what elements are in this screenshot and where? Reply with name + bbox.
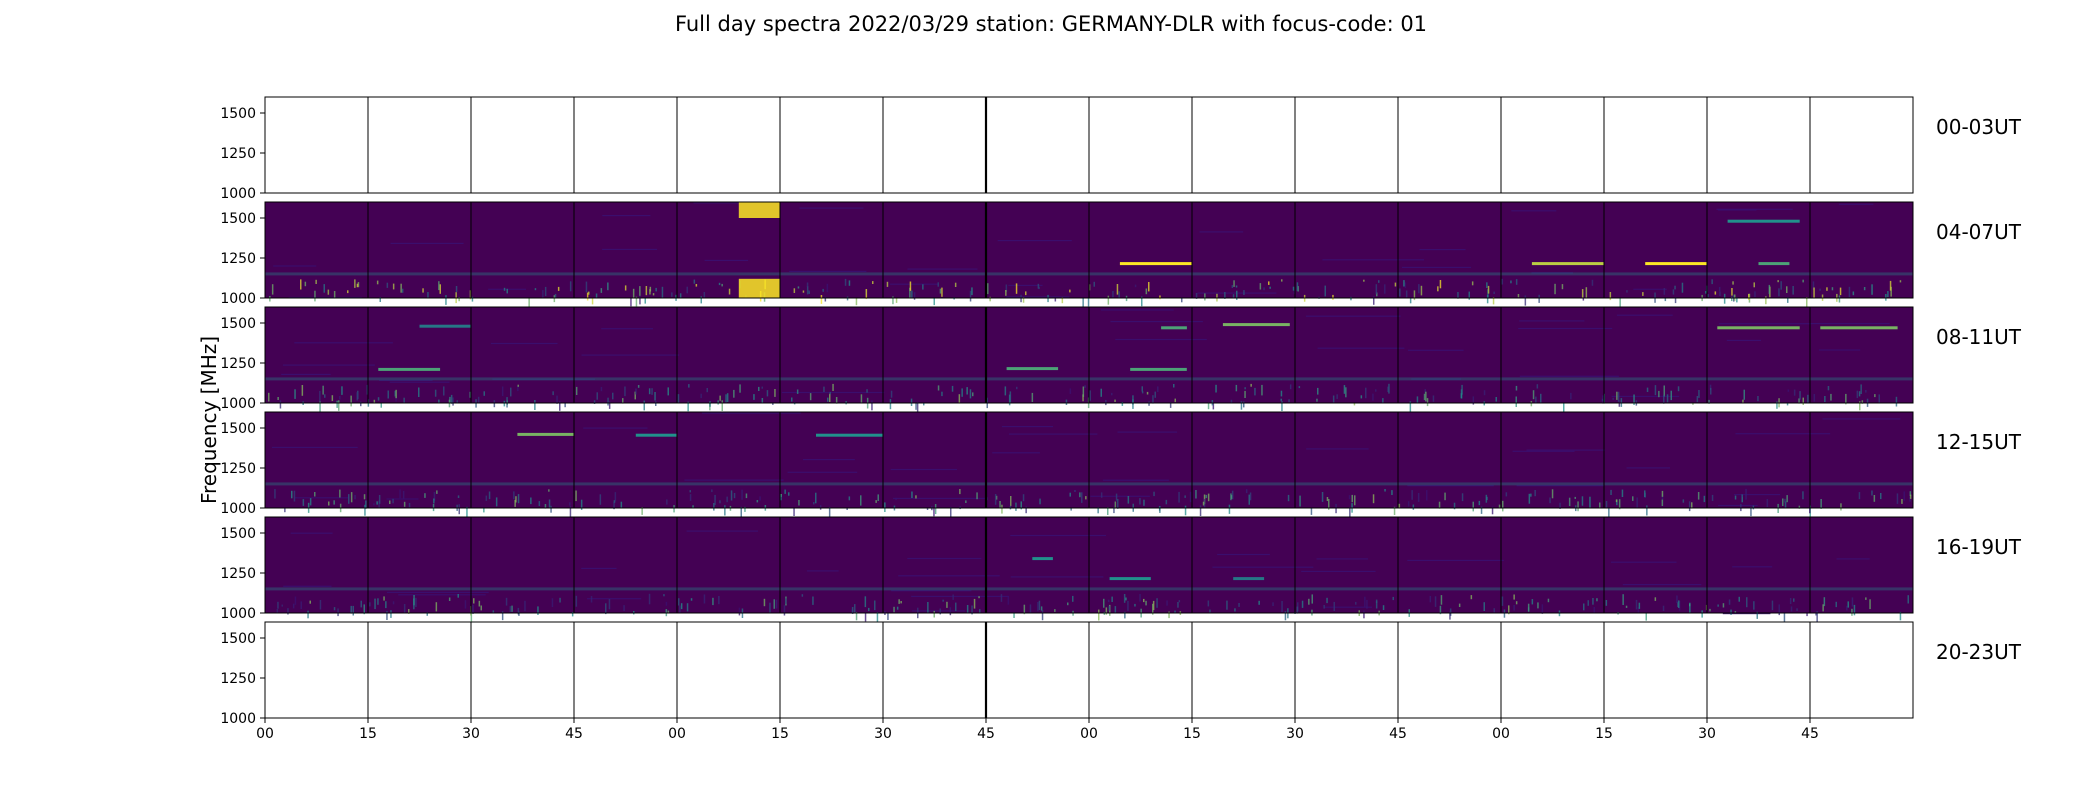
spectral-line-4-2 — [1233, 577, 1265, 581]
panel-frame — [264, 306, 1914, 404]
y-tick-label: 1250 — [220, 146, 256, 162]
row-label: 16-19UT — [1936, 535, 2022, 559]
x-tick-label: 45 — [1801, 726, 1819, 742]
chart-title: Full day spectra 2022/03/29 station: GER… — [675, 12, 1427, 36]
spectral-line-2-0 — [378, 367, 441, 371]
x-tick-label: 00 — [1080, 726, 1098, 742]
spectral-burst-1-1 — [738, 278, 780, 298]
spectral-line-2-1 — [419, 324, 471, 328]
y-tick-label: 1000 — [220, 186, 256, 202]
spectral-line-3-2 — [816, 433, 883, 437]
spectral-line-1-6 — [1758, 262, 1790, 266]
x-tick-label: 00 — [1492, 726, 1510, 742]
panel-00-03UT: 1000 1250 1500 00-03UT — [220, 96, 2022, 202]
y-tick-label: 1250 — [220, 251, 256, 267]
y-tick-label: 1500 — [220, 316, 256, 332]
y-tick-label: 1500 — [220, 211, 256, 227]
x-tick-label: 15 — [1183, 726, 1201, 742]
y-tick-label: 1500 — [220, 526, 256, 542]
spectral-line-2-7 — [1820, 326, 1898, 330]
y-tick-label: 1500 — [220, 106, 256, 122]
row-label: 08-11UT — [1936, 325, 2022, 349]
row-label: 04-07UT — [1936, 220, 2022, 244]
spectral-line-1-5 — [1727, 219, 1800, 223]
spectral-line-4-0 — [1032, 557, 1053, 561]
y-tick-label: 1250 — [220, 461, 256, 477]
y-tick-label: 1000 — [220, 291, 256, 307]
x-tick-label: 45 — [565, 726, 583, 742]
x-tick-label: 15 — [359, 726, 377, 742]
spectral-line-2-5 — [1222, 323, 1290, 327]
row-label: 20-23UT — [1936, 640, 2022, 664]
spectral-line-1-2 — [1119, 262, 1192, 266]
y-axis-label: Frequency [MHz] — [197, 336, 221, 504]
x-tick-label: 15 — [771, 726, 789, 742]
spectral-line-2-2 — [1006, 367, 1059, 371]
y-tick-label: 1000 — [220, 711, 256, 727]
x-tick-label: 15 — [1595, 726, 1613, 742]
x-tick-label: 30 — [1286, 726, 1304, 742]
x-tick-label: 30 — [874, 726, 892, 742]
x-tick-label: 30 — [1698, 726, 1716, 742]
spectral-line-4-1 — [1109, 577, 1151, 581]
x-tick-label: 45 — [977, 726, 995, 742]
y-tick-label: 1000 — [220, 606, 256, 622]
spectral-line-2-4 — [1161, 326, 1187, 330]
y-tick-label: 1250 — [220, 566, 256, 582]
panel-frame — [264, 411, 1914, 509]
spectral-line-2-3 — [1130, 367, 1187, 371]
spectral-line-1-3 — [1531, 262, 1604, 266]
y-tick-label: 1250 — [220, 356, 256, 372]
x-tick-label: 00 — [668, 726, 686, 742]
spectral-line-3-1 — [635, 433, 677, 437]
spectral-line-3-0 — [517, 432, 574, 436]
y-tick-label: 1500 — [220, 421, 256, 437]
x-tick-label: 45 — [1389, 726, 1407, 742]
panel-20-23UT: 1000 1250 1500 20-23UT — [220, 621, 2022, 727]
panel-08-11UT: 1000 1250 1500 08-11UT — [220, 306, 2022, 413]
panel-frame — [264, 201, 1914, 299]
panel-frame — [264, 96, 1914, 194]
x-tick-label: 30 — [462, 726, 480, 742]
spectral-line-2-6 — [1717, 326, 1800, 330]
row-label: 12-15UT — [1936, 430, 2022, 454]
x-tick-label: 00 — [256, 726, 274, 742]
y-tick-label: 1500 — [220, 631, 256, 647]
y-tick-label: 1250 — [220, 671, 256, 687]
panel-04-07UT: 1000 1250 1500 04-07UT — [220, 201, 2022, 309]
y-tick-label: 1000 — [220, 396, 256, 412]
plot-area: 10001250150000-03UT10001250150004-07UT10… — [220, 96, 2022, 742]
panel-12-15UT: 1000 1250 1500 12-15UT — [220, 411, 2022, 518]
spectral-line-1-4 — [1645, 262, 1707, 266]
panel-frame — [264, 516, 1914, 614]
panel-16-19UT: 1000 1250 1500 16-19UT — [220, 516, 2022, 624]
row-label: 00-03UT — [1936, 115, 2022, 139]
y-tick-label: 1000 — [220, 501, 256, 517]
spectral-burst-1-0 — [738, 202, 780, 218]
